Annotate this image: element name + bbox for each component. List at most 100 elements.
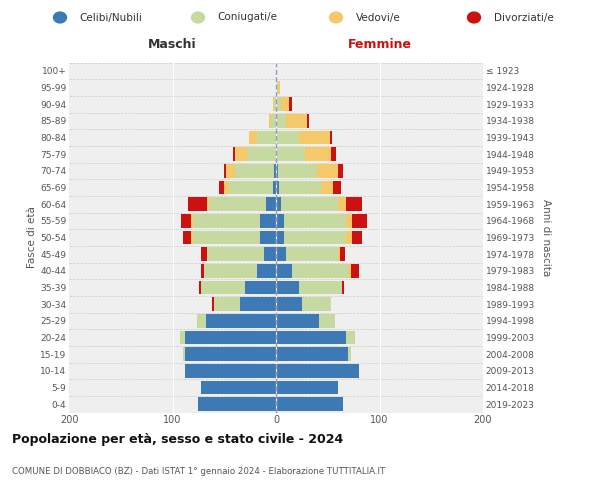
- Bar: [346, 214, 352, 228]
- Bar: [269, 114, 271, 128]
- Bar: [206, 198, 209, 211]
- Bar: [342, 280, 344, 294]
- Bar: [340, 248, 346, 261]
- Bar: [188, 198, 206, 211]
- Bar: [276, 148, 305, 161]
- Bar: [286, 114, 307, 128]
- Bar: [180, 330, 185, 344]
- Bar: [209, 198, 266, 211]
- Bar: [284, 230, 346, 244]
- Bar: [346, 230, 352, 244]
- Bar: [229, 180, 273, 194]
- Bar: [185, 330, 276, 344]
- Text: Maschi: Maschi: [148, 38, 197, 51]
- Bar: [202, 380, 276, 394]
- Bar: [350, 264, 359, 278]
- Bar: [276, 98, 281, 111]
- Bar: [276, 80, 278, 94]
- Bar: [240, 298, 276, 311]
- Bar: [247, 148, 276, 161]
- Bar: [202, 248, 206, 261]
- Text: COMUNE DI DOBBIACO (BZ) - Dati ISTAT 1° gennaio 2024 - Elaborazione TUTTITALIA.I: COMUNE DI DOBBIACO (BZ) - Dati ISTAT 1° …: [12, 468, 385, 476]
- Bar: [299, 130, 330, 144]
- Bar: [276, 298, 302, 311]
- Bar: [346, 198, 362, 211]
- Bar: [206, 248, 263, 261]
- Text: Femmine: Femmine: [347, 38, 412, 51]
- Bar: [276, 180, 279, 194]
- Bar: [333, 180, 341, 194]
- Bar: [276, 364, 359, 378]
- Bar: [276, 330, 346, 344]
- Bar: [331, 148, 336, 161]
- Bar: [276, 348, 349, 361]
- Bar: [197, 314, 206, 328]
- Bar: [212, 298, 214, 311]
- Text: Popolazione per età, sesso e stato civile - 2024: Popolazione per età, sesso e stato civil…: [12, 432, 343, 446]
- Bar: [257, 264, 276, 278]
- Bar: [338, 164, 343, 177]
- Bar: [199, 280, 202, 294]
- Bar: [349, 264, 350, 278]
- Bar: [307, 114, 309, 128]
- Bar: [191, 230, 193, 244]
- Text: Coniugati/e: Coniugati/e: [218, 12, 278, 22]
- Bar: [276, 398, 343, 411]
- Bar: [276, 314, 319, 328]
- Bar: [263, 248, 276, 261]
- Bar: [214, 298, 240, 311]
- Bar: [276, 198, 281, 211]
- Bar: [317, 164, 338, 177]
- Bar: [193, 230, 260, 244]
- Bar: [260, 214, 276, 228]
- Bar: [286, 248, 338, 261]
- Bar: [281, 198, 338, 211]
- Bar: [276, 230, 284, 244]
- Bar: [249, 130, 257, 144]
- Bar: [224, 180, 229, 194]
- Bar: [299, 280, 342, 294]
- Bar: [278, 164, 317, 177]
- Bar: [257, 130, 276, 144]
- Bar: [289, 98, 292, 111]
- Bar: [183, 348, 185, 361]
- Bar: [302, 298, 331, 311]
- Bar: [202, 264, 203, 278]
- Bar: [193, 214, 260, 228]
- Bar: [273, 98, 274, 111]
- Bar: [185, 348, 276, 361]
- Bar: [352, 214, 367, 228]
- Bar: [219, 180, 224, 194]
- Bar: [185, 364, 276, 378]
- Bar: [284, 214, 346, 228]
- Bar: [338, 248, 340, 261]
- Bar: [276, 264, 292, 278]
- Bar: [206, 314, 276, 328]
- Text: Vedovi/e: Vedovi/e: [356, 12, 401, 22]
- Bar: [349, 348, 350, 361]
- Bar: [271, 114, 276, 128]
- Bar: [260, 230, 276, 244]
- Y-axis label: Fasce di età: Fasce di età: [27, 206, 37, 268]
- Bar: [352, 230, 362, 244]
- Bar: [346, 330, 355, 344]
- Bar: [330, 130, 332, 144]
- Bar: [224, 164, 226, 177]
- Bar: [233, 148, 235, 161]
- Text: Divorziati/e: Divorziati/e: [494, 12, 554, 22]
- Bar: [276, 380, 338, 394]
- Bar: [276, 114, 286, 128]
- Bar: [191, 214, 193, 228]
- Bar: [274, 164, 276, 177]
- Bar: [199, 398, 276, 411]
- Bar: [183, 230, 191, 244]
- Bar: [305, 148, 331, 161]
- Bar: [276, 130, 299, 144]
- Bar: [276, 164, 278, 177]
- Bar: [276, 248, 286, 261]
- Text: Celibi/Nubili: Celibi/Nubili: [80, 12, 143, 22]
- Bar: [320, 180, 333, 194]
- Bar: [278, 80, 280, 94]
- Bar: [338, 198, 346, 211]
- Bar: [274, 98, 276, 111]
